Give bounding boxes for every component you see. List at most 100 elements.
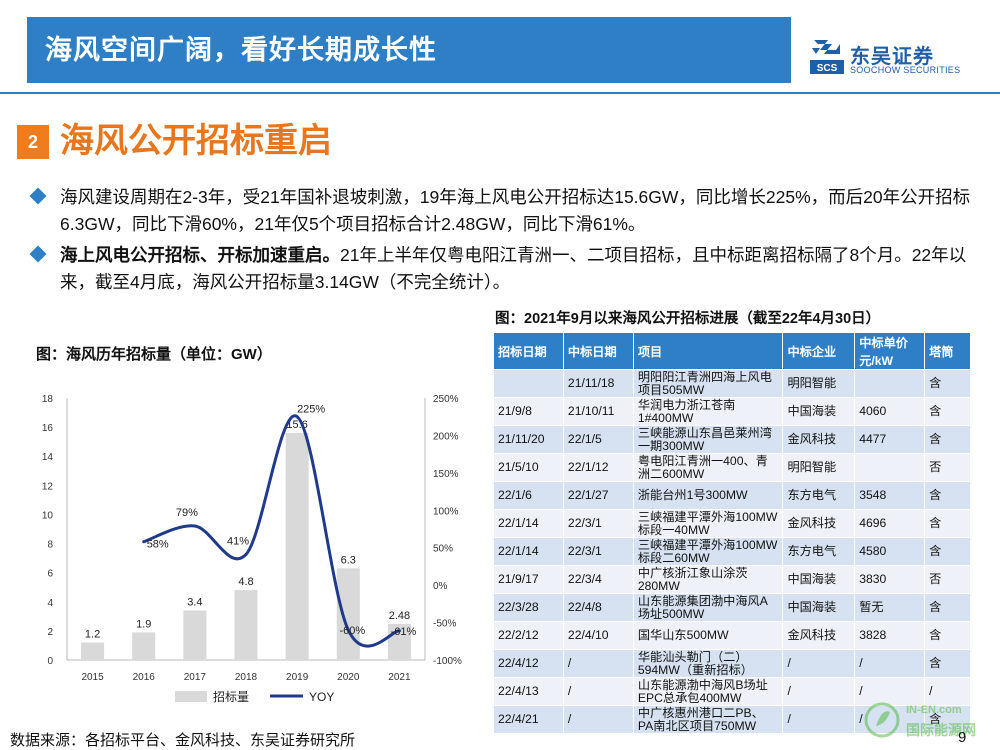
table-header-row: 招标日期 中标日期 项目 中标企业 中标单价元/kW 塔筒 — [494, 333, 971, 370]
x-tick-label: 2015 — [81, 672, 104, 683]
cell-tender-date: 21/9/8 — [494, 398, 564, 426]
cell-award-date: 22/1/27 — [563, 482, 633, 510]
y2-tick-label: -50% — [433, 619, 456, 630]
cell-winner: 明阳智能 — [783, 370, 855, 398]
cell-tower: 含 — [925, 426, 971, 454]
yoy-point — [142, 540, 145, 543]
y2-tick-label: 250% — [433, 394, 459, 405]
diamond-bullet-icon — [30, 246, 47, 263]
logo-en-text: SOOCHOW SECURITIES — [850, 65, 960, 75]
cell-unit-price: 3830 — [855, 566, 925, 594]
bullet-list: 海风建设周期在2-3年，受21年国补退坡刺激，19年海上风电公开招标达15.6G… — [30, 184, 975, 300]
cell-winner: 金风科技 — [783, 622, 855, 650]
cell-award-date: 22/4/8 — [563, 594, 633, 622]
table-row: 22/1/14 22/3/1 三峡福建平潭外海100MW标段二60MW 东方电气 458… — [494, 538, 971, 566]
cell-unit-price: / — [855, 650, 925, 678]
cell-award-date: 22/3/1 — [563, 538, 633, 566]
cell-tower: 含 — [925, 538, 971, 566]
col-header-tender-date: 招标日期 — [494, 333, 564, 370]
y-tick-label: 16 — [42, 423, 54, 434]
cell-project: 中广核惠州港口二PB、PA南北区项目750MW — [633, 706, 783, 734]
cell-award-date: 22/4/10 — [563, 622, 633, 650]
bullet-item: 海上风电公开招标、开标加速重启。21年上半年仅粤电阳江青洲一、二项目招标，且中标… — [30, 242, 975, 296]
col-header-award-date: 中标日期 — [563, 333, 633, 370]
cell-tower: 否 — [925, 454, 971, 482]
cell-winner: 中国海装 — [783, 398, 855, 426]
cell-project: 粤电阳江青洲一400、青洲二600MW — [633, 454, 783, 482]
cell-award-date: 22/3/1 — [563, 510, 633, 538]
logo-mark-text: SCS — [817, 63, 838, 74]
y-tick-label: 18 — [42, 394, 54, 405]
cell-tender-date: 22/1/6 — [494, 482, 564, 510]
bar — [337, 568, 360, 660]
cell-award-date: 22/3/4 — [563, 566, 633, 594]
yoy-line — [144, 416, 400, 646]
bar-value-label: 2.48 — [389, 610, 410, 622]
bar-value-label: 3.4 — [187, 597, 202, 609]
bullet-text: 海风建设周期在2-3年，受21年国补退坡刺激，19年海上风电公开招标达15.6G… — [60, 187, 970, 234]
x-tick-label: 2018 — [235, 672, 258, 683]
watermark-en: IN-EN.com — [906, 704, 962, 716]
table-body: 21/11/18 明阳阳江青洲四海上风电项目505MW 明阳智能含 21/9/8 21/… — [494, 370, 971, 734]
cell-unit-price: 4477 — [855, 426, 925, 454]
col-header-project: 项目 — [633, 333, 783, 370]
cell-winner: 东方电气 — [783, 538, 855, 566]
cell-tender-date: 22/4/21 — [494, 706, 564, 734]
cell-tender-date: 22/4/13 — [494, 678, 564, 706]
bar — [286, 433, 309, 660]
watermark-logo: IN-EN.com 国际能源网 — [862, 700, 1000, 740]
yoy-point — [193, 525, 196, 528]
yoy-value-label: 79% — [176, 507, 198, 519]
energy-leaf-icon — [862, 700, 902, 740]
tender-progress-table: 招标日期 中标日期 项目 中标企业 中标单价元/kW 塔筒 21/11/18 明阳… — [493, 332, 971, 734]
y-tick-label: 10 — [42, 510, 54, 521]
data-source-note: 数据来源：各招标平台、金风科技、东吴证券研究所 — [10, 729, 355, 750]
bar — [183, 611, 206, 660]
cell-tower: 含 — [925, 594, 971, 622]
table-row: 22/4/12/华能汕头勒门（二）594MW（重新招标） / / 含 — [494, 650, 971, 678]
diamond-bullet-icon — [30, 188, 47, 205]
bar — [132, 632, 155, 660]
chart-title: 图：海风历年招标量（单位：GW） — [36, 343, 272, 364]
page-number: 9 — [958, 729, 966, 746]
cell-winner: 中国海装 — [783, 594, 855, 622]
cell-project: 华能汕头勒门（二）594MW（重新招标） — [633, 650, 783, 678]
cell-award-date: 22/1/5 — [563, 426, 633, 454]
legend-swatch-bar — [175, 691, 207, 702]
x-tick-label: 2017 — [184, 672, 207, 683]
x-tick-label: 2019 — [286, 672, 309, 683]
tender-volume-chart: 024681012141618-100%-50%0%50%100%150%200… — [25, 380, 480, 720]
cell-project: 三峡福建平潭外海100MW标段一40MW — [633, 510, 783, 538]
x-tick-label: 2020 — [337, 672, 360, 683]
cell-unit-price: 4696 — [855, 510, 925, 538]
cell-award-date: / — [563, 706, 633, 734]
legend-label-line: YOY — [309, 690, 334, 704]
bar-value-label: 6.3 — [341, 554, 356, 566]
col-header-winner: 中标企业 — [783, 333, 855, 370]
cell-award-date: / — [563, 650, 633, 678]
cell-winner: 中国海装 — [783, 566, 855, 594]
cell-winner: 明阳智能 — [783, 454, 855, 482]
cell-tender-date: 22/3/28 — [494, 594, 564, 622]
y-tick-label: 6 — [47, 569, 53, 580]
section-number: 2 — [17, 125, 49, 159]
cell-project: 国华山东500MW — [633, 622, 783, 650]
cell-tender-date: 21/11/20 — [494, 426, 564, 454]
cell-project: 华润电力浙江苍南1#400MW — [633, 398, 783, 426]
cell-tender-date: 21/9/17 — [494, 566, 564, 594]
cell-tower: 含 — [925, 398, 971, 426]
header-bar: 海风空间广阔，看好长期成长性 — [27, 17, 791, 83]
cell-winner: / — [783, 706, 855, 734]
y-tick-label: 12 — [42, 481, 54, 492]
yoy-value-label: 41% — [227, 535, 249, 547]
cell-project: 山东能源集团渤中海风A场址500MW — [633, 594, 783, 622]
cell-award-date: 22/1/12 — [563, 454, 633, 482]
bullet-bold-text: 海上风电公开招标、开标加速重启。 — [60, 245, 340, 265]
bar-value-label: 4.8 — [238, 576, 253, 588]
cell-tower: 含 — [925, 482, 971, 510]
y2-tick-label: -100% — [433, 656, 462, 667]
cell-tower: 含 — [925, 650, 971, 678]
cell-award-date: / — [563, 678, 633, 706]
table-row: 22/2/12 22/4/10 国华山东500MW 金风科技 3828 含 — [494, 622, 971, 650]
cell-winner: 金风科技 — [783, 426, 855, 454]
